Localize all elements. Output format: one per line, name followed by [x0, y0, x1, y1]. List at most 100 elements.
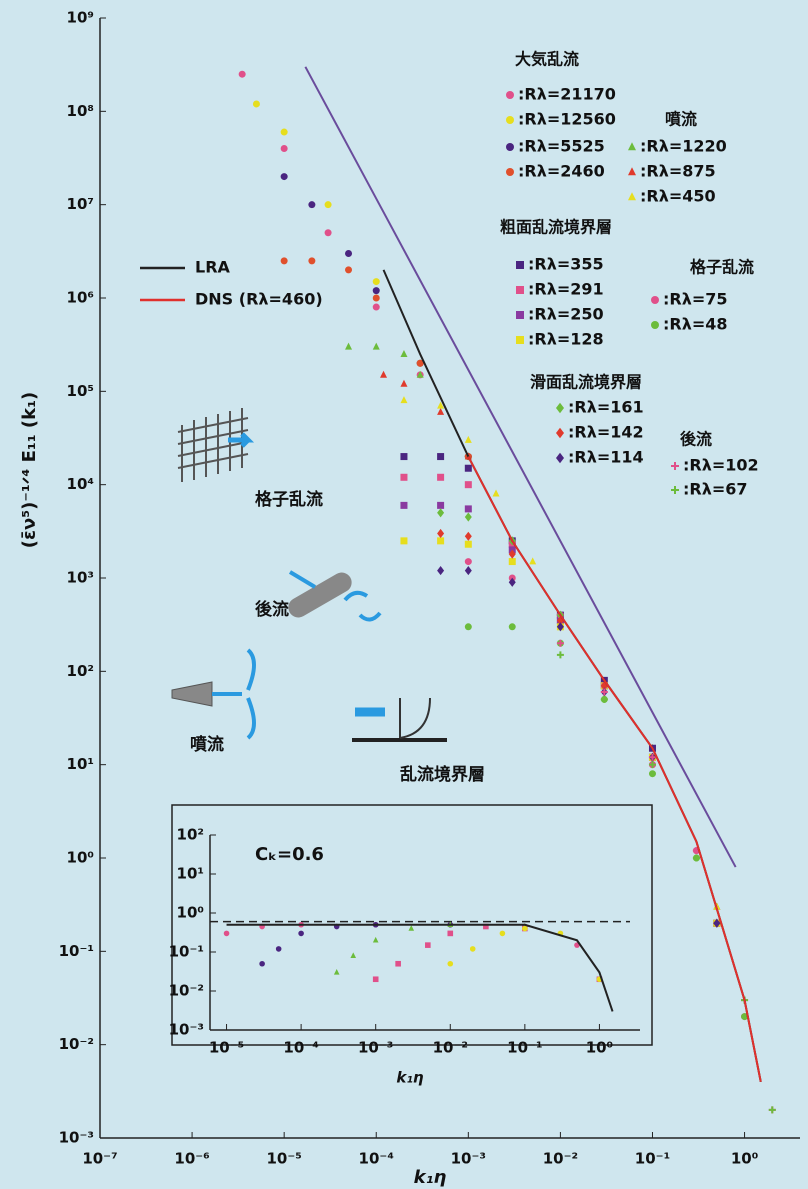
legend-label: :Rλ=355: [528, 255, 604, 274]
x-tick-label: 10⁻³: [358, 1039, 393, 1057]
marker: [506, 168, 514, 176]
marker: [437, 537, 445, 545]
marker: [464, 558, 472, 566]
marker: [400, 379, 408, 387]
marker: [508, 558, 516, 566]
wake-arrows: [288, 570, 382, 622]
inset-annotation: Cₖ=0.6: [255, 844, 324, 865]
x-tick-label: 10⁻⁵: [266, 1150, 301, 1168]
y-tick-label: 10⁻²: [59, 1035, 94, 1053]
legend-group-title: 粗面乱流境界層: [500, 218, 612, 237]
marker: [464, 481, 472, 489]
marker: [671, 462, 679, 470]
y-tick-label: 10⁻³: [59, 1129, 94, 1147]
legend-label: :Rλ=75: [663, 290, 728, 309]
legend-label: :Rλ=128: [528, 330, 604, 349]
marker: [400, 396, 408, 404]
legend-label: :Rλ=875: [640, 162, 716, 181]
marker: [252, 100, 260, 108]
x-axis-title: k₁η: [414, 1167, 447, 1188]
marker: [372, 294, 380, 302]
marker: [238, 70, 246, 78]
marker: [324, 229, 332, 237]
marker: [408, 925, 415, 931]
marker: [508, 549, 516, 559]
jet-arrow: [212, 648, 256, 740]
marker: [651, 296, 659, 304]
annotation: 後流: [255, 599, 289, 620]
marker: [713, 918, 721, 928]
x-tick-label: 10⁻⁶: [174, 1150, 209, 1168]
x-tick-label: 10⁻⁴: [283, 1039, 318, 1057]
marker: [350, 952, 357, 959]
y-tick-label: 10⁹: [67, 9, 94, 27]
marker: [499, 930, 506, 937]
marker: [671, 486, 679, 494]
marker: [372, 278, 380, 286]
annotation: 噴流: [190, 734, 224, 755]
x-tick-label: 10⁻²: [543, 1150, 578, 1168]
legend-label: :Rλ=2460: [518, 162, 605, 181]
marker: [345, 249, 353, 257]
marker: [492, 489, 500, 497]
x-tick-label: 10⁰: [586, 1039, 613, 1057]
legend-label: :Rλ=250: [528, 305, 604, 324]
marker: [506, 143, 514, 151]
x-tick-label: 10⁻⁴: [359, 1150, 394, 1168]
marker: [464, 540, 472, 548]
marker: [516, 286, 524, 294]
marker: [516, 311, 524, 319]
marker: [556, 452, 564, 464]
marker: [483, 923, 489, 930]
nozzle-icon: [171, 681, 213, 707]
y-tick-label: 10⁻¹: [59, 942, 94, 960]
marker: [692, 854, 700, 862]
y-tick-label: 10²: [177, 826, 204, 844]
marker: [447, 960, 454, 967]
marker: [651, 321, 659, 329]
marker: [380, 370, 388, 378]
marker: [400, 501, 408, 509]
legend-label: :Rλ=5525: [518, 137, 605, 156]
marker: [464, 464, 472, 472]
legend-label: DNS (Rλ=460): [195, 290, 323, 309]
marker: [628, 192, 636, 201]
x-tick-label: 10⁰: [731, 1150, 758, 1168]
x-tick-label: 10⁻⁷: [82, 1150, 117, 1168]
marker: [400, 473, 408, 481]
marker: [437, 407, 445, 415]
legend-label: :Rλ=12560: [518, 110, 616, 129]
marker: [280, 144, 288, 152]
x-tick-label: 10⁻³: [451, 1150, 486, 1168]
y-tick-label: 10¹: [177, 865, 204, 883]
marker: [372, 342, 380, 350]
marker: [648, 761, 656, 769]
marker: [469, 946, 476, 952]
marker: [447, 930, 454, 937]
legend-label: :Rλ=21170: [518, 85, 616, 104]
marker: [600, 695, 608, 703]
marker: [372, 287, 380, 295]
y-tick-label: 10⁰: [67, 849, 94, 867]
marker: [556, 622, 564, 632]
marker: [516, 336, 524, 344]
legend-label: :Rλ=1220: [640, 137, 727, 156]
legend-group-title: 滑面乱流境界層: [530, 373, 642, 392]
marker: [556, 639, 564, 647]
x-tick-label: 10⁻¹: [635, 1150, 670, 1168]
marker: [600, 688, 608, 696]
marker: [345, 266, 353, 274]
marker: [464, 435, 472, 443]
y-tick-label: 10⁵: [67, 382, 94, 400]
marker: [425, 942, 431, 948]
marker: [529, 557, 537, 565]
x-tick-label: 10⁻²: [433, 1039, 468, 1057]
legend-label: :Rλ=450: [640, 187, 716, 206]
marker: [372, 976, 379, 983]
y-tick-label: 10²: [67, 662, 94, 680]
marker: [298, 930, 304, 937]
y-tick-label: 10⁴: [67, 475, 94, 493]
marker: [372, 936, 379, 943]
marker: [437, 508, 445, 518]
